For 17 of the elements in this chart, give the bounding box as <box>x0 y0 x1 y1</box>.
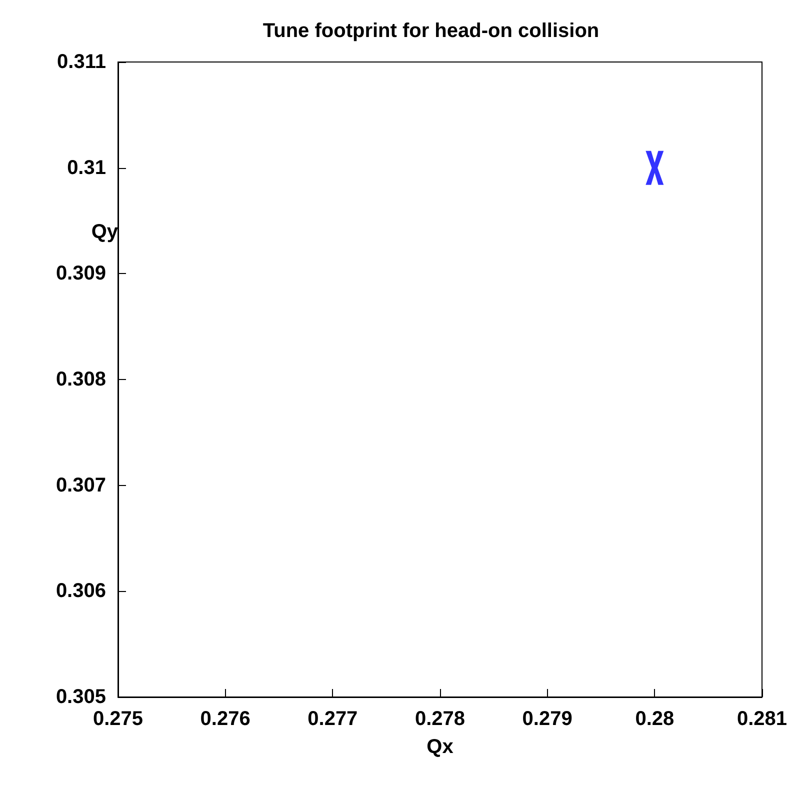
x-tick-label: 0.279 <box>522 708 572 730</box>
x-tick-label: 0.281 <box>736 708 788 730</box>
y-tick-label: 0.307 <box>56 474 106 496</box>
x-tick-label: 0.275 <box>92 708 144 730</box>
x-tick-label: 0.276 <box>200 708 250 730</box>
y-tick-label: 0.309 <box>56 262 106 285</box>
y-tick-label: 0.305 <box>56 686 106 708</box>
x-axis-title: Qx <box>426 736 454 758</box>
chart-title: Tune footprint for head-on collision <box>262 20 600 42</box>
x-tick-label: 0.28 <box>635 708 674 730</box>
y-axis-title: Qy <box>91 221 119 243</box>
y-tick-label: 0.306 <box>56 580 106 602</box>
y-tick-label: 0.308 <box>56 368 106 390</box>
y-tick-label: 0.311 <box>57 51 106 73</box>
x-tick-label: 0.278 <box>414 708 466 730</box>
x-tick-label: 0.277 <box>308 708 358 730</box>
y-tick-label: 0.31 <box>67 156 106 179</box>
